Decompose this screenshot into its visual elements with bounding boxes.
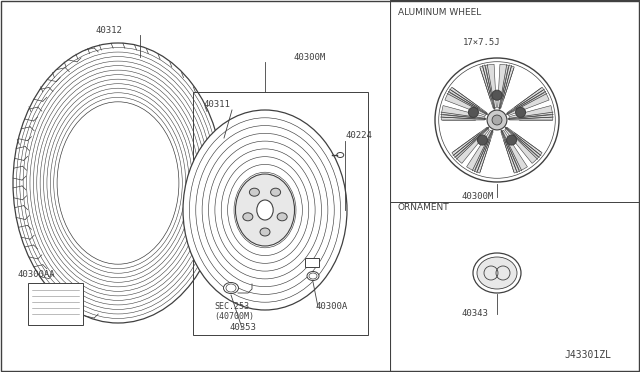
Text: 40224: 40224	[345, 131, 372, 140]
Text: 40311: 40311	[204, 100, 231, 109]
Ellipse shape	[223, 282, 239, 294]
Ellipse shape	[226, 284, 236, 292]
Text: SEC.253: SEC.253	[214, 302, 249, 311]
Ellipse shape	[492, 115, 502, 125]
Ellipse shape	[40, 79, 196, 287]
Text: ORNAMENT: ORNAMENT	[398, 203, 450, 212]
Ellipse shape	[307, 272, 319, 280]
Bar	[28, 283, 83, 325]
Text: 17×7.5J: 17×7.5J	[463, 38, 500, 47]
Text: J43301ZL: J43301ZL	[564, 350, 611, 360]
Ellipse shape	[221, 157, 308, 263]
Ellipse shape	[20, 52, 216, 314]
Bar	[0, 0, 390, 372]
Ellipse shape	[54, 97, 182, 269]
Polygon shape	[480, 64, 497, 108]
Ellipse shape	[189, 118, 340, 302]
Ellipse shape	[487, 110, 507, 130]
Ellipse shape	[27, 61, 209, 305]
Text: (40700M): (40700M)	[214, 312, 254, 321]
Ellipse shape	[234, 172, 296, 248]
Ellipse shape	[17, 48, 220, 318]
Ellipse shape	[228, 164, 302, 256]
Polygon shape	[501, 131, 527, 173]
Ellipse shape	[271, 188, 280, 196]
Text: 40353: 40353	[230, 323, 257, 332]
Text: 40343: 40343	[462, 309, 489, 318]
Text: 40300A: 40300A	[316, 302, 348, 311]
Ellipse shape	[78, 130, 158, 236]
Ellipse shape	[260, 228, 270, 236]
Ellipse shape	[47, 88, 189, 278]
Ellipse shape	[309, 273, 317, 279]
Ellipse shape	[236, 174, 294, 246]
Ellipse shape	[257, 200, 273, 220]
Ellipse shape	[202, 133, 328, 287]
Ellipse shape	[243, 213, 253, 221]
Text: 40300M: 40300M	[462, 192, 494, 201]
Ellipse shape	[473, 253, 521, 293]
Ellipse shape	[277, 213, 287, 221]
Polygon shape	[509, 106, 553, 120]
Polygon shape	[507, 87, 549, 116]
Text: ALUMINUM WHEEL: ALUMINUM WHEEL	[398, 8, 481, 17]
Ellipse shape	[516, 108, 525, 117]
Ellipse shape	[250, 188, 259, 196]
Ellipse shape	[337, 153, 344, 157]
Polygon shape	[441, 106, 485, 120]
Text: 40300M: 40300M	[293, 53, 325, 62]
Ellipse shape	[13, 43, 223, 323]
Ellipse shape	[435, 58, 559, 182]
Ellipse shape	[57, 102, 179, 264]
Bar	[390, 0, 640, 372]
Ellipse shape	[209, 141, 321, 279]
Ellipse shape	[36, 75, 199, 291]
Ellipse shape	[33, 70, 203, 296]
Polygon shape	[498, 64, 515, 108]
Text: 40312: 40312	[95, 26, 122, 35]
Ellipse shape	[477, 135, 488, 145]
Ellipse shape	[30, 65, 206, 300]
Polygon shape	[505, 127, 542, 163]
Ellipse shape	[44, 84, 193, 282]
Bar	[305, 258, 319, 267]
Text: 40300AA: 40300AA	[18, 270, 56, 279]
Polygon shape	[452, 127, 489, 163]
Ellipse shape	[439, 62, 556, 178]
Ellipse shape	[241, 180, 290, 240]
Ellipse shape	[507, 135, 516, 145]
Ellipse shape	[477, 257, 517, 289]
Ellipse shape	[468, 108, 479, 117]
Ellipse shape	[215, 149, 315, 271]
Bar	[193, 92, 368, 335]
Polygon shape	[445, 87, 487, 116]
Ellipse shape	[183, 110, 347, 310]
Ellipse shape	[51, 93, 186, 273]
Ellipse shape	[492, 90, 502, 100]
Ellipse shape	[196, 126, 334, 295]
Ellipse shape	[23, 57, 213, 310]
Polygon shape	[467, 131, 493, 173]
